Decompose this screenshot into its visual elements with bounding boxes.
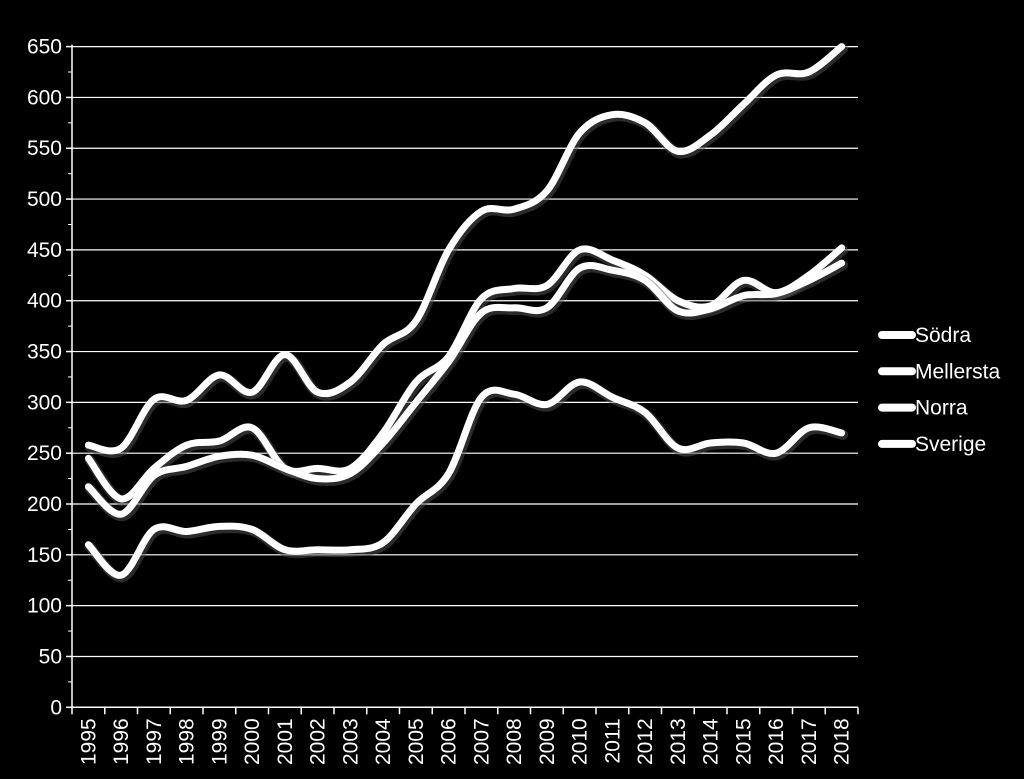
legend: Södra Mellersta Norra Sverige [878,324,1001,456]
y-tick-label: 150 [27,544,62,567]
y-tick-label: 450 [27,239,62,262]
x-tick-label: 2008 [503,718,526,765]
x-tick-label: 2015 [732,718,755,765]
x-tick-label: 2001 [274,718,297,765]
series-line-s-dra [84,43,846,455]
x-tick-label: 1999 [208,718,231,765]
x-tick-label: 2002 [307,718,330,765]
x-tick-label: 2010 [569,718,592,765]
x-tick-label: 2005 [405,718,428,765]
axes: 0 50 100 150 200 250 300 350 400 450 500 550 600 650 1… [27,36,859,765]
x-tick-label: 1998 [176,718,199,765]
legend-label-sverige: Sverige [915,433,986,456]
series-lines [84,43,849,583]
x-tick-label: 2006 [438,718,461,765]
y-tick-label: 300 [27,391,62,414]
x-tick-label: 2013 [667,718,690,765]
y-tick-label: 50 [39,645,62,668]
y-tick-label: 200 [27,493,62,516]
x-tick-label: 1995 [77,718,100,765]
y-tick-label: 0 [50,696,62,719]
y-tick-label: 350 [27,341,62,364]
x-tick-label: 2012 [634,718,657,765]
x-tick-label: 2014 [700,718,723,765]
x-tick-label: 2003 [339,718,362,765]
y-tick-label: 500 [27,188,62,211]
x-tick-label: 2000 [241,718,264,765]
y-tick-label: 250 [27,442,62,465]
y-tick-label: 100 [27,595,62,618]
legend-label-s-dra: Södra [915,324,971,347]
y-tick-label: 400 [27,290,62,313]
x-tick-label: 1996 [110,718,133,765]
x-tick-label: 2017 [798,718,821,765]
y-tick-label: 550 [27,137,62,160]
x-tick-label: 2004 [372,718,395,765]
y-tick-label: 650 [27,36,62,59]
legend-label-norra: Norra [915,397,968,420]
x-tick-label: 2011 [601,718,624,763]
legend-label-mellersta: Mellersta [915,360,1001,383]
series-line-sverige [84,259,846,518]
x-tick-label: 2009 [536,718,559,765]
x-tick-label: 2016 [765,718,788,765]
y-tick-label: 600 [27,86,62,109]
x-tick-label: 2007 [470,718,493,765]
x-tick-label: 1997 [143,718,166,765]
series-line-norra [84,378,846,579]
x-tick-label: 2018 [831,718,854,765]
